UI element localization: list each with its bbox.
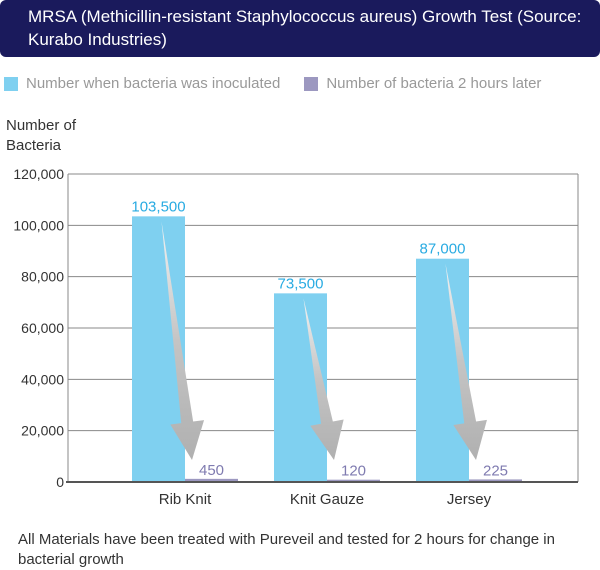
legend-label: Number of bacteria 2 hours later [326,75,542,92]
data-label: 103,500 [131,198,185,215]
x-tick-label: Knit Gauze [290,491,364,508]
footnote: All Materials have been treated with Pur… [18,531,555,568]
y-tick-label: 100,000 [13,217,64,233]
y-tick-label: 20,000 [21,423,64,439]
x-tick-label: Rib Knit [159,491,212,508]
y-tick-label: 80,000 [21,269,64,285]
legend-item-inoculated: Number when bacteria was inoculated [4,75,280,92]
data-label: 73,500 [278,275,324,292]
y-tick-label: 0 [56,474,64,490]
x-tick-label: Jersey [447,491,492,508]
bar-2hours [327,479,380,482]
decrease-arrow [303,298,344,460]
y-tick-label: 40,000 [21,371,64,387]
chart-title: MRSA (Methicillin-resistant Staphylococc… [0,0,600,57]
legend-swatch [4,76,18,91]
data-label: 120 [341,463,366,480]
data-label: 225 [483,462,508,479]
legend-swatch [304,76,319,91]
legend-item-2hours: Number of bacteria 2 hours later [304,75,541,92]
y-axis-label: Number of Bacteria [6,117,77,154]
y-tick-label: 60,000 [21,320,64,336]
decrease-arrow [161,221,205,460]
legend-label: Number when bacteria was inoculated [26,75,281,92]
data-label: 87,000 [420,241,466,258]
data-label: 450 [199,462,224,479]
bar-2hours [469,479,522,482]
legend: Number when bacteria was inoculated Numb… [4,75,541,92]
decrease-arrow [445,263,487,460]
y-tick-label: 120,000 [13,166,64,182]
bar-2hours [185,478,238,482]
